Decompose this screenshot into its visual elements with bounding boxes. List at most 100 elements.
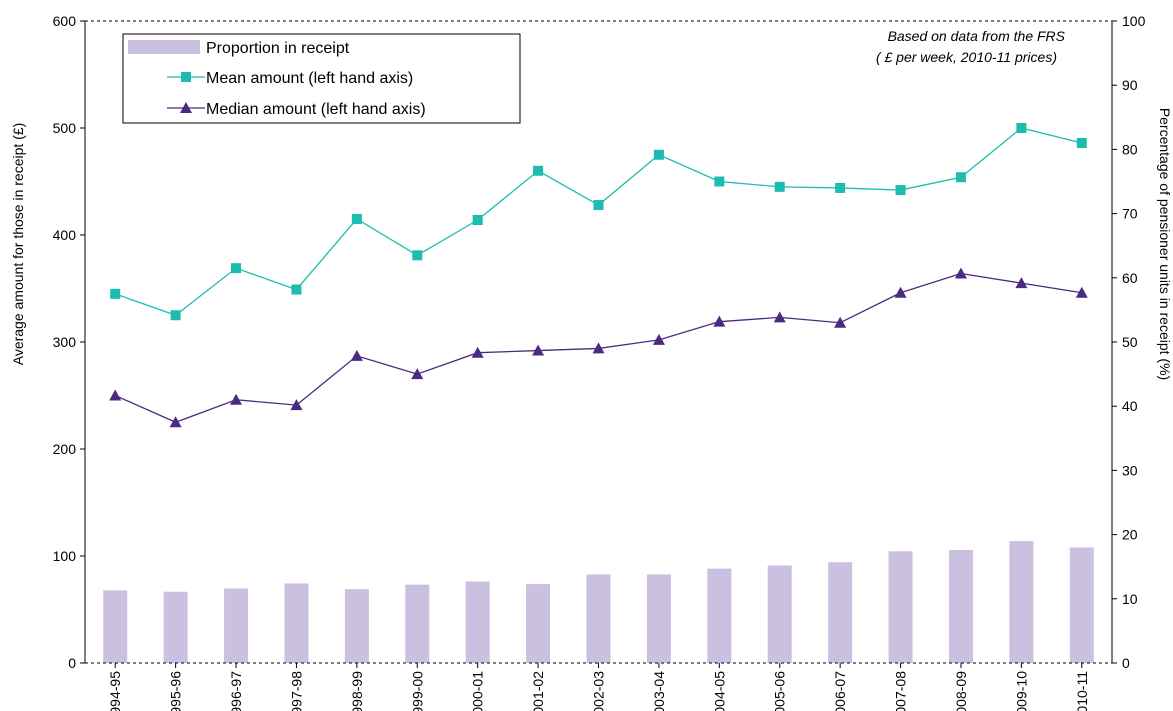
legend-label-mean: Mean amount (left hand axis) (206, 70, 413, 87)
median-point-2009-10 (1015, 277, 1028, 289)
mean-point-2010-11 (1076, 137, 1087, 148)
median-point-2006-07 (834, 316, 847, 328)
x-tick-label-2009-10: 2009-10 (1013, 671, 1029, 711)
bar-2009-10 (1009, 541, 1034, 663)
right-tick-label-60: 60 (1122, 270, 1138, 286)
x-tick-label-1998-99: 1998-99 (349, 671, 365, 711)
x-tick-label-2005-06: 2005-06 (772, 671, 788, 711)
bar-1994-95 (103, 590, 128, 663)
mean-point-1995-96 (170, 310, 181, 321)
mean-point-1996-97 (231, 263, 242, 274)
median-point-2007-08 (894, 286, 907, 298)
bar-2004-05 (707, 568, 732, 663)
mean-point-1998-99 (351, 213, 362, 224)
units-note: ( £ per week, 2010-11 prices) (876, 49, 1057, 65)
x-tick-label-2000-01: 2000-01 (470, 671, 486, 711)
mean-point-1999-00 (412, 250, 423, 261)
x-tick-label-1996-97: 1996-97 (228, 671, 244, 711)
bar-1997-98 (284, 583, 309, 663)
x-tick-label-2007-08: 2007-08 (893, 671, 909, 711)
legend-swatch-proportion (128, 40, 200, 54)
right-tick-label-10: 10 (1122, 591, 1138, 607)
right-tick-label-80: 80 (1122, 141, 1138, 157)
bar-2007-08 (888, 551, 913, 663)
median-point-1999-00 (411, 368, 424, 380)
bar-2002-03 (586, 574, 611, 663)
legend-label-median: Median amount (left hand axis) (206, 101, 426, 118)
left-tick-label-600: 600 (53, 13, 77, 29)
median-point-2008-09 (954, 267, 967, 279)
legend-marker-median (180, 102, 192, 113)
mean-amount-line (114, 127, 1082, 316)
median-point-2002-03 (592, 342, 605, 354)
bar-1999-00 (405, 584, 430, 663)
median-point-2000-01 (471, 346, 484, 358)
left-tick-label-400: 400 (53, 227, 77, 243)
median-point-2010-11 (1075, 286, 1088, 298)
mean-point-2006-07 (835, 182, 846, 193)
source-note: Based on data from the FRS (888, 28, 1066, 44)
mean-point-2004-05 (714, 176, 725, 187)
right-tick-label-50: 50 (1122, 334, 1138, 350)
x-tick-label-2006-07: 2006-07 (832, 671, 848, 711)
mean-point-2007-08 (895, 185, 906, 196)
bar-1995-96 (163, 591, 188, 663)
bar-1998-99 (344, 589, 369, 663)
median-point-2003-04 (652, 333, 665, 345)
mean-point-2002-03 (593, 200, 604, 211)
median-point-1997-98 (290, 399, 303, 411)
x-tick-label-1995-96: 1995-96 (168, 671, 184, 711)
right-tick-label-100: 100 (1122, 13, 1146, 29)
legend-marker-mean (181, 72, 191, 82)
bar-2010-11 (1069, 547, 1094, 663)
x-tick-label-1997-98: 1997-98 (288, 671, 304, 711)
median-point-1995-96 (169, 416, 182, 428)
mean-point-2005-06 (774, 181, 785, 192)
mean-point-2000-01 (472, 215, 483, 226)
left-tick-label-200: 200 (53, 441, 77, 457)
left-tick-label-300: 300 (53, 334, 77, 350)
lines-group (109, 123, 1088, 428)
bar-2000-01 (465, 581, 490, 663)
bars-group (103, 541, 1094, 663)
x-tick-label-2004-05: 2004-05 (711, 671, 727, 711)
median-point-2001-02 (532, 344, 545, 356)
bar-1996-97 (224, 588, 249, 663)
left-tick-label-500: 500 (53, 120, 77, 136)
median-point-1996-97 (230, 393, 243, 405)
ticks-group: 0 100 200 300 400 500 600 0 10 20 30 40 50 60 70 80 90 10… (53, 13, 1146, 711)
median-point-1998-99 (350, 349, 363, 361)
x-tick-label-2010-11: 2010-11 (1074, 671, 1090, 711)
bar-2006-07 (828, 562, 853, 663)
x-tick-label-2008-09: 2008-09 (953, 671, 969, 711)
mean-point-2003-04 (653, 149, 664, 160)
x-tick-label-2001-02: 2001-02 (530, 671, 546, 711)
mean-point-2008-09 (955, 172, 966, 183)
mean-point-1997-98 (291, 284, 302, 295)
x-tick-label-1994-95: 1994-95 (107, 671, 123, 711)
right-tick-label-30: 30 (1122, 462, 1138, 478)
median-point-1994-95 (109, 389, 122, 401)
right-tick-label-90: 90 (1122, 77, 1138, 93)
right-tick-label-0: 0 (1122, 655, 1130, 671)
left-tick-label-0: 0 (68, 655, 76, 671)
x-tick-label-2002-03: 2002-03 (591, 671, 607, 711)
median-point-2005-06 (773, 311, 786, 323)
mean-point-2001-02 (533, 165, 544, 176)
mean-point-1994-95 (110, 288, 121, 299)
x-tick-label-2003-04: 2003-04 (651, 671, 667, 711)
bar-2001-02 (526, 584, 551, 663)
right-tick-label-20: 20 (1122, 527, 1138, 543)
bar-2003-04 (646, 574, 671, 663)
left-tick-label-100: 100 (53, 548, 77, 564)
bar-2005-06 (767, 565, 792, 663)
median-point-2004-05 (713, 315, 726, 327)
right-tick-label-40: 40 (1122, 398, 1138, 414)
legend: Proportion in receipt Mean amount (left … (122, 33, 521, 124)
legend-label-proportion: Proportion in receipt (206, 40, 350, 57)
left-axis-title: Average amount for those in receipt (£) (10, 123, 26, 366)
x-tick-label-1999-00: 1999-00 (409, 671, 425, 711)
right-axis-title: Percentage of pensioner units in receipt… (1157, 108, 1173, 380)
mean-point-2009-10 (1016, 123, 1027, 133)
